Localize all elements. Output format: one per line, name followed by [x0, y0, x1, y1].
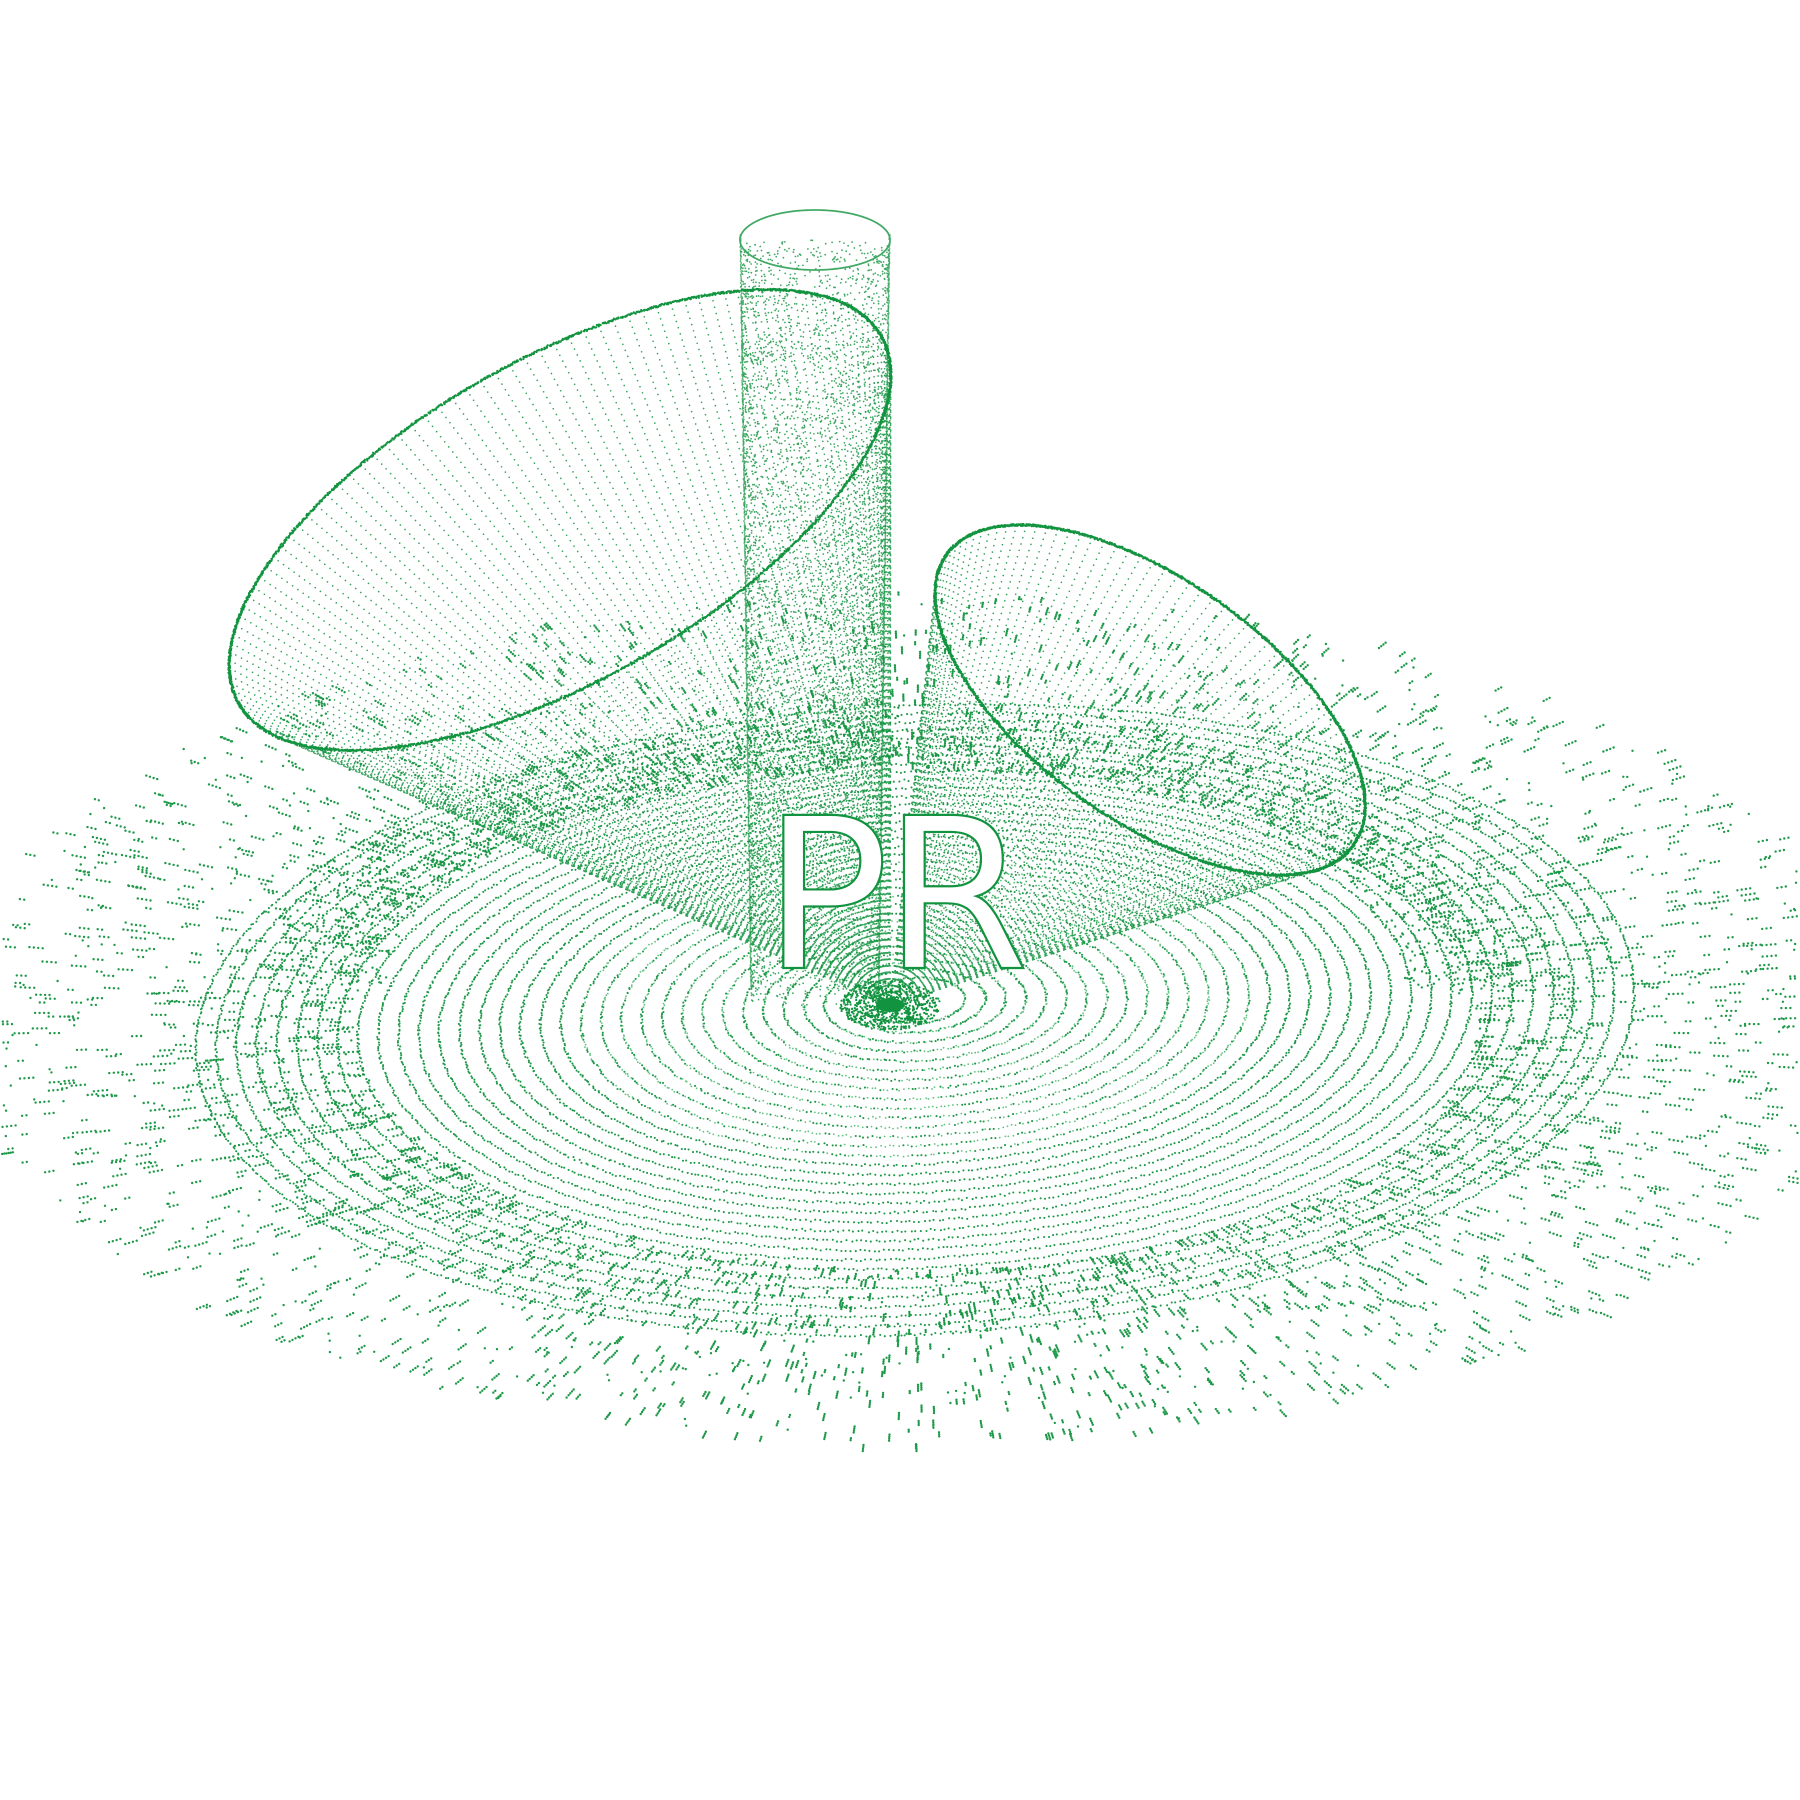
central-cylinder: [739, 209, 891, 1006]
left-cone-surface: [227, 287, 893, 1006]
center-vortex-eye: [876, 998, 904, 1012]
center-vortex: [839, 979, 941, 1031]
concentric-dot-rings: [193, 702, 1637, 1338]
pr-monogram: PR: [763, 773, 1024, 1018]
